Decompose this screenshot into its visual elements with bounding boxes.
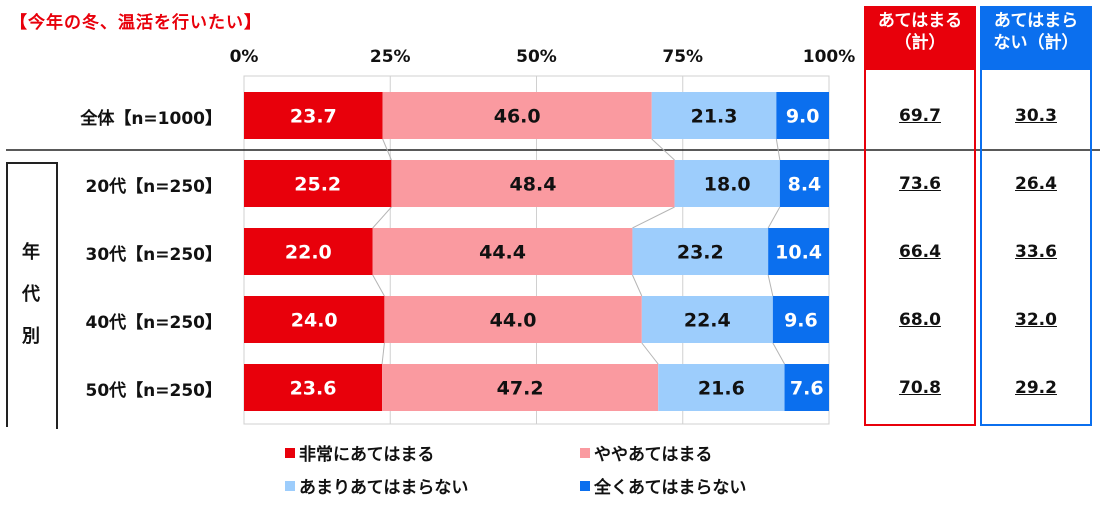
bar-segment	[651, 92, 777, 139]
disagree-total-header: あてはまら ない（計）	[980, 6, 1092, 70]
legend-label: あまりあてはまらない	[299, 478, 469, 498]
bar-segment	[244, 364, 383, 411]
agree-header-line: あてはまる	[877, 11, 963, 31]
bar-segment	[772, 296, 829, 343]
data-label: 21.6	[698, 378, 745, 400]
connector-line	[651, 138, 675, 161]
age-group-label: 年 代 別	[14, 232, 48, 358]
data-label: 7.6	[790, 378, 824, 400]
bar-segment	[658, 364, 785, 411]
data-label: 23.7	[290, 106, 337, 128]
data-label: 44.4	[479, 242, 526, 264]
data-label: 9.6	[784, 310, 818, 332]
connector-line	[641, 342, 659, 365]
agree-header-line: （計）	[894, 33, 946, 53]
agree-total-value: 69.7	[899, 106, 941, 126]
bar-segment	[768, 228, 829, 275]
bar-segment	[641, 296, 773, 343]
data-label: 48.4	[510, 174, 557, 196]
chart-title: 【今年の冬、温活を行いたい】	[10, 13, 262, 33]
disagree-total-value: 32.0	[1015, 310, 1057, 330]
legend-item: ややあてはまる	[580, 440, 712, 465]
data-label: 22.0	[285, 242, 332, 264]
connector-line	[381, 342, 385, 365]
data-label: 9.0	[786, 106, 820, 128]
legend-label: 非常にあてはまる	[299, 445, 435, 465]
connector-line	[372, 206, 392, 229]
data-label: 21.3	[691, 106, 738, 128]
bar-segment	[382, 364, 659, 411]
legend-swatch	[580, 481, 590, 491]
bar-segment	[244, 160, 392, 207]
x-tick-label: 50%	[516, 47, 557, 67]
disagree-header-line: ない（計）	[993, 33, 1079, 53]
connector-line	[372, 274, 385, 297]
connector-line	[631, 274, 643, 297]
category-label: 40代【n=250】	[85, 313, 223, 333]
data-label: 25.2	[294, 174, 341, 196]
data-label: 22.4	[684, 310, 731, 332]
age-group-char: 別	[22, 326, 40, 347]
data-label: 23.2	[677, 242, 724, 264]
legend-label: ややあてはまる	[594, 445, 713, 465]
data-label: 10.4	[775, 242, 822, 264]
connector-line	[767, 274, 774, 297]
category-label: 全体【n=1000】	[80, 109, 222, 129]
legend-label: 全くあてはまらない	[594, 478, 747, 498]
agree-total-value: 68.0	[899, 310, 941, 330]
bar-segment	[372, 228, 633, 275]
category-label: 20代【n=250】	[85, 177, 223, 197]
disagree-header-line: あてはまら	[993, 11, 1079, 31]
connector-line	[772, 342, 785, 365]
x-tick-label: 75%	[662, 47, 703, 67]
data-label: 8.4	[788, 174, 822, 196]
category-label: 50代【n=250】	[85, 381, 223, 401]
age-group-char: 年	[22, 242, 40, 263]
disagree-total-value: 33.6	[1015, 242, 1057, 262]
bar-segment	[244, 228, 373, 275]
data-label: 44.0	[490, 310, 537, 332]
disagree-total-value: 30.3	[1015, 106, 1057, 126]
data-label: 23.6	[290, 378, 337, 400]
disagree-total-value: 26.4	[1015, 174, 1057, 194]
legend-item: 全くあてはまらない	[580, 473, 746, 498]
legend-item: あまりあてはまらない	[285, 473, 468, 498]
bar-segment	[384, 296, 642, 343]
data-label: 24.0	[291, 310, 338, 332]
data-label: 47.2	[497, 378, 544, 400]
legend-swatch	[580, 448, 590, 458]
bar-segment	[244, 92, 383, 139]
category-label: 30代【n=250】	[85, 245, 223, 265]
age-group-char: 代	[22, 284, 40, 305]
bar-segment	[632, 228, 769, 275]
connector-line	[632, 206, 675, 229]
bar-segment	[776, 92, 829, 139]
agree-total-value: 70.8	[899, 378, 941, 398]
connector-line	[382, 138, 392, 161]
connector-line	[775, 138, 781, 161]
legend-swatch	[285, 448, 295, 458]
x-tick-label: 100%	[803, 47, 856, 67]
legend-swatch	[285, 481, 295, 491]
bar-segment	[382, 92, 652, 139]
age-group-bracket	[6, 162, 58, 429]
x-tick-label: 25%	[370, 47, 411, 67]
bar-segment	[674, 160, 780, 207]
data-label: 46.0	[494, 106, 541, 128]
agree-total-header: あてはまる （計）	[864, 6, 976, 70]
x-tick-label: 0%	[230, 47, 259, 67]
bar-segment	[779, 160, 829, 207]
agree-total-value: 73.6	[899, 174, 941, 194]
data-label: 18.0	[704, 174, 751, 196]
agree-total-value: 66.4	[899, 242, 941, 262]
bar-segment	[244, 296, 385, 343]
bar-segment	[784, 364, 829, 411]
disagree-total-value: 29.2	[1015, 378, 1057, 398]
legend-item: 非常にあてはまる	[285, 440, 434, 465]
bar-segment	[391, 160, 675, 207]
connector-line	[767, 206, 781, 229]
